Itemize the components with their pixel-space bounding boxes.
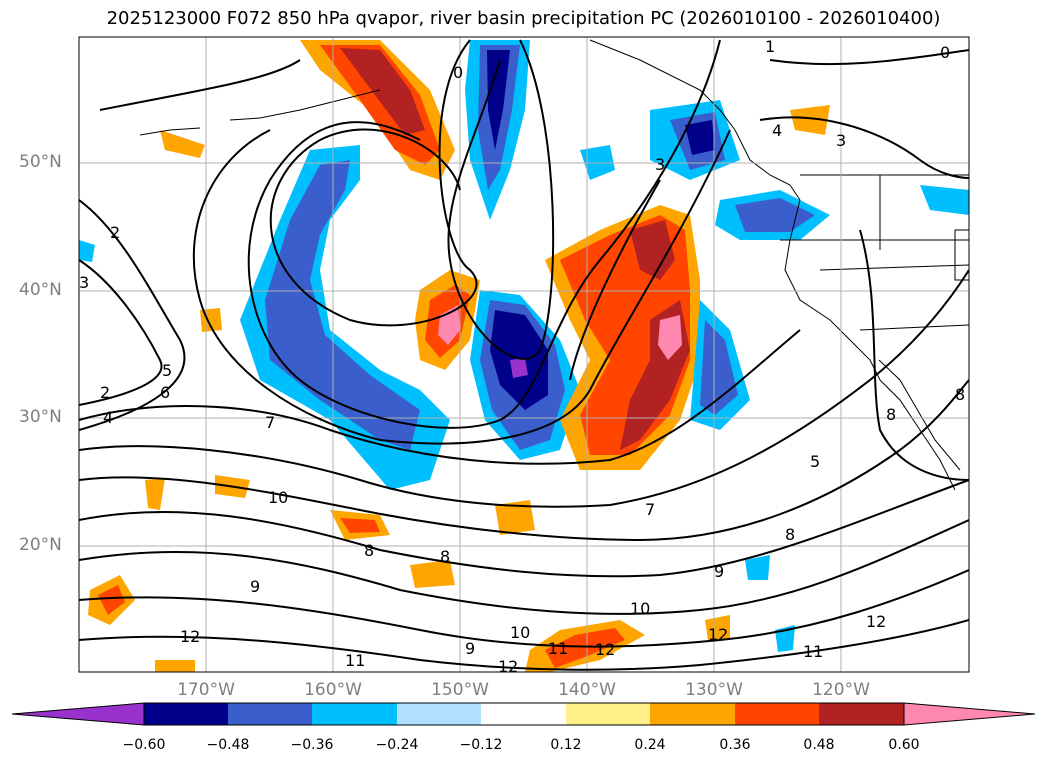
contour-label: 2 xyxy=(110,223,120,242)
colorbar-tick-label: −0.12 xyxy=(459,737,503,753)
contour-label: 11 xyxy=(345,651,365,670)
colorbar-bin xyxy=(397,703,481,725)
contour-label: 12 xyxy=(866,612,886,631)
contour-label: 0 xyxy=(940,43,950,62)
contour-label: 10 xyxy=(630,599,650,618)
lon-label: 130°W xyxy=(685,680,743,700)
contour-label: 8 xyxy=(785,525,795,544)
colorbar-tick-label: 0.60 xyxy=(888,737,920,753)
colorbar-bin xyxy=(735,703,819,725)
contour-label: 8 xyxy=(886,405,896,424)
contour-label: 3 xyxy=(655,155,665,174)
colorbar-bin xyxy=(312,703,397,725)
colorbar-tick-label: −0.48 xyxy=(206,737,250,753)
contour-label: 8 xyxy=(440,547,450,566)
contour-label: 7 xyxy=(645,500,655,519)
contour-label: 10 xyxy=(510,623,530,642)
contour-label: 11 xyxy=(803,642,823,661)
lat-label: 20°N xyxy=(19,535,62,555)
colorbar-extend-high xyxy=(903,702,1036,726)
lon-label: 150°W xyxy=(431,680,489,700)
contour-label: 5 xyxy=(162,361,172,380)
contour-label: 8 xyxy=(955,385,965,404)
contour-label: 9 xyxy=(714,562,724,581)
contour-label: 11 xyxy=(548,639,568,658)
contour-label: 6 xyxy=(160,383,170,402)
contour-label: 3 xyxy=(836,131,846,150)
contour-label: 12 xyxy=(498,657,518,676)
colorbar-tick-label: −0.60 xyxy=(122,737,166,753)
colorbar-tick-label: −0.24 xyxy=(375,737,419,753)
contour-label: 12 xyxy=(180,627,200,646)
colorbar-bin xyxy=(566,703,650,725)
contour-label: 3 xyxy=(79,273,89,292)
lat-label: 40°N xyxy=(19,280,62,300)
contour-label: 4 xyxy=(103,408,113,427)
lon-label: 170°W xyxy=(177,680,235,700)
contour-label: 7 xyxy=(265,413,275,432)
lon-label: 160°W xyxy=(304,680,362,700)
contour-label: 4 xyxy=(772,121,782,140)
colorbar-tick-label: 0.24 xyxy=(634,737,666,753)
colorbar-bin xyxy=(228,703,312,725)
map-plot-area: 1 0 0 4 3 2 3 5 6 2 4 7 8 3 5 8 10 7 8 8… xyxy=(79,37,969,676)
colorbar-tick-label: 0.36 xyxy=(719,737,751,753)
contour-labels: 1 0 0 4 3 2 3 5 6 2 4 7 8 3 5 8 10 7 8 8… xyxy=(79,37,965,676)
colorbar-bin xyxy=(650,703,735,725)
lon-label: 120°W xyxy=(812,680,870,700)
contour-label: 12 xyxy=(708,625,728,644)
lon-label: 140°W xyxy=(558,680,616,700)
colorbar-tick-label: −0.36 xyxy=(290,737,334,753)
contour-label: 8 xyxy=(364,541,374,560)
map-title: 2025123000 F072 850 hPa qvapor, river ba… xyxy=(106,8,941,29)
colorbar-extend-low xyxy=(11,702,145,726)
contour-label: 0 xyxy=(453,63,463,82)
colorbar-bin xyxy=(819,703,904,725)
colorbar-tick-label: 0.48 xyxy=(803,737,835,753)
colorbar-bin xyxy=(481,703,566,725)
lat-label: 30°N xyxy=(19,407,62,427)
lat-label: 50°N xyxy=(19,152,62,172)
map-frame xyxy=(78,36,970,673)
colorbar-tick-label: 0.12 xyxy=(550,737,582,753)
qvapor-contours xyxy=(79,39,969,671)
contour-label: 1 xyxy=(765,37,775,56)
contour-label: 10 xyxy=(268,488,288,507)
contour-label: 9 xyxy=(465,639,475,658)
colorbar-bin xyxy=(144,703,228,725)
contour-label: 5 xyxy=(810,452,820,471)
contour-label: 12 xyxy=(595,640,615,659)
colorbar xyxy=(11,702,1036,726)
contour-label: 9 xyxy=(250,577,260,596)
coastlines xyxy=(139,39,969,491)
contour-label: 2 xyxy=(100,383,110,402)
